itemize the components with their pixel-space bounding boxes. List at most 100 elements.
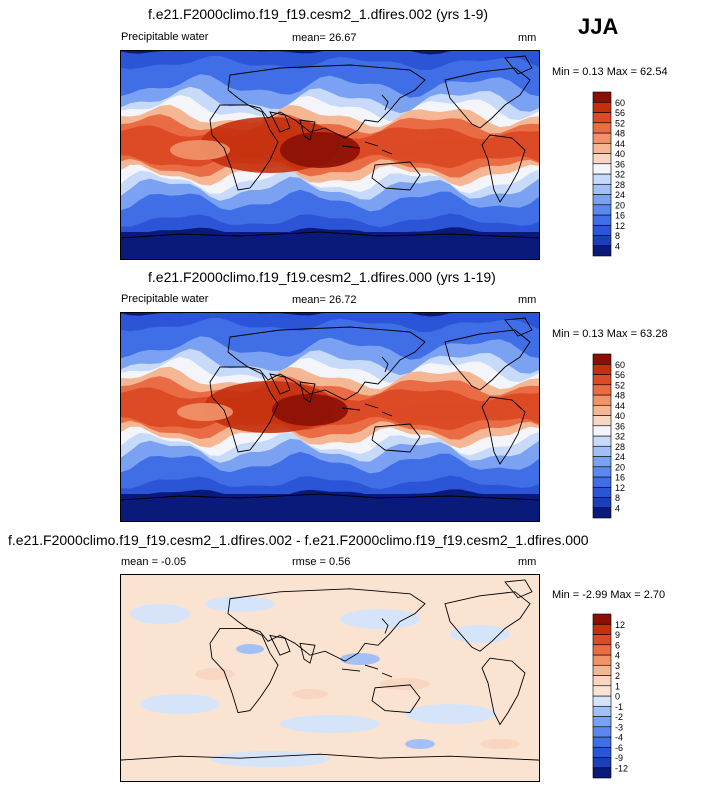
coastline-segment (371, 161, 421, 191)
coastline-segment (444, 67, 531, 129)
panel3-units-label: mm (518, 556, 537, 568)
field-anomaly (130, 604, 190, 624)
panel3-colorbar-box (592, 757, 612, 769)
field-anomaly (195, 668, 235, 680)
panel3-colorbar-box (592, 613, 612, 625)
coastline-segment (120, 493, 540, 522)
field-band-polar (120, 494, 540, 522)
coastline-segment (504, 317, 533, 337)
panel2-colorbar-box (592, 456, 612, 468)
panel1-units-label: mm (518, 32, 537, 44)
panel2-minmax-label: Min = 0.13 Max = 63.28 (552, 328, 668, 340)
panel1-colorbar-tick-label: 16 (615, 211, 625, 221)
panel1-title: f.e21.F2000climo.f19_f19.cesm2_1.dfires.… (148, 6, 489, 22)
panel3-colorbar-box (592, 705, 612, 717)
panel2-colorbar-box (592, 404, 612, 416)
panel3-minmax-label: Min = -2.99 Max = 2.70 (552, 589, 666, 601)
panel1-colorbar-tick-label: 12 (615, 221, 625, 231)
panel3-map-frame (120, 574, 540, 782)
panel3-colorbar-tick-label: -12 (615, 763, 628, 773)
field-maximum (170, 140, 230, 160)
coastline-segment (381, 618, 389, 634)
field-anomaly (210, 751, 330, 767)
panel3-colorbar-box (592, 736, 612, 748)
panel2-colorbar-tick-label: 16 (615, 473, 625, 483)
panel1-colorbar-tick-label: 36 (615, 159, 625, 169)
coastline-segment (371, 423, 421, 453)
field-anomaly (236, 644, 264, 654)
panel1-colorbar-tick-label: 56 (615, 108, 625, 118)
panel3-colorbar-box (592, 726, 612, 738)
panel1-mean-label: mean= 26.67 (292, 32, 357, 44)
field-anomaly (450, 625, 510, 643)
panel2-units-label: mm (518, 294, 537, 306)
panel1-colorbar-tick-label: 52 (615, 118, 625, 128)
panel2-colorbar-tick-label: 40 (615, 411, 625, 421)
field-anomaly (405, 704, 495, 724)
season-label: JJA (578, 14, 619, 39)
panel1-colorbar-tick-label: 28 (615, 180, 625, 190)
coastline-segment (120, 231, 540, 260)
panel2-colorbar-tick-label: 48 (615, 391, 625, 401)
panel3-colorbar-tick-label: 6 (615, 640, 620, 650)
coastline-segment (341, 403, 393, 417)
field-maximum (177, 403, 233, 421)
panel1-colorbar-box (592, 142, 612, 154)
panel2-colorbar-tick-label: 12 (615, 483, 625, 493)
coastline-segment (481, 396, 526, 465)
coastline-segment (381, 94, 389, 111)
coastline-segment (299, 381, 316, 403)
panel2-colorbar-box (592, 425, 612, 437)
panel3-colorbar-box (592, 685, 612, 697)
panel2-title: f.e21.F2000climo.f19_f19.cesm2_1.dfires.… (148, 269, 496, 285)
field-anomaly (340, 653, 380, 665)
panel2-colorbar-box (592, 374, 612, 386)
panel3-colorbar-box (592, 675, 612, 687)
panel3-colorbar-box (592, 664, 612, 676)
coastline-segment (481, 134, 526, 203)
panel3-map (120, 574, 540, 782)
panel3-field (120, 574, 540, 782)
coastline-segment (227, 64, 426, 139)
panel1-colorbar-tick-label: 32 (615, 170, 625, 180)
panel2-colorbar-box (592, 486, 612, 498)
panel2-colorbar-tick-label: 36 (615, 421, 625, 431)
panel2-colorbar-tick-label: 52 (615, 380, 625, 390)
panel1-colorbar-tick-label: 20 (615, 200, 625, 210)
panel2-colorbar-tick-label: 32 (615, 432, 625, 442)
field-anomaly (405, 739, 435, 749)
panel3-colorbar-box (592, 634, 612, 646)
coastline-segment (341, 141, 393, 155)
panel3-colorbar-tick-label: 0 (615, 692, 620, 702)
field-maximum (272, 394, 348, 426)
coastline-segment (269, 111, 291, 133)
panel2-colorbar-box (592, 394, 612, 406)
panel2-colorbar-tick-label: 56 (615, 370, 625, 380)
panel3-colorbar-tick-label: -6 (615, 743, 623, 753)
panel1-colorbar-box (592, 101, 612, 113)
panel1-colorbar-box (592, 224, 612, 236)
panel2-colorbar-tick-label: 60 (615, 360, 625, 370)
field-maximum (280, 132, 360, 168)
coastline-segment (444, 329, 531, 391)
panel3-colorbar-box (592, 695, 612, 707)
panel3-colorbar-box (592, 644, 612, 656)
field-anomaly (480, 739, 520, 749)
panel1-colorbar-tick-label: 48 (615, 129, 625, 139)
panel3-colorbar-tick-label: 1 (615, 681, 620, 691)
panel2-mean-label: mean= 26.72 (292, 294, 357, 306)
field-anomaly (205, 596, 275, 612)
coastline-segment (444, 591, 531, 652)
panel1-minmax-label: Min = 0.13 Max = 62.54 (552, 66, 668, 78)
panel2-colorbar-box (592, 363, 612, 375)
panel3-colorbar-tick-label: 12 (615, 620, 625, 630)
field-anomaly (140, 694, 220, 714)
field-background (120, 574, 540, 782)
panel1-colorbar-box (592, 91, 612, 103)
coastline-segment (341, 664, 393, 678)
coastline-segment (209, 366, 279, 453)
panel3-colorbar-tick-label: -1 (615, 702, 623, 712)
coastline-segment (227, 326, 426, 401)
panel3-rmse-label: rmse = 0.56 (292, 556, 351, 568)
